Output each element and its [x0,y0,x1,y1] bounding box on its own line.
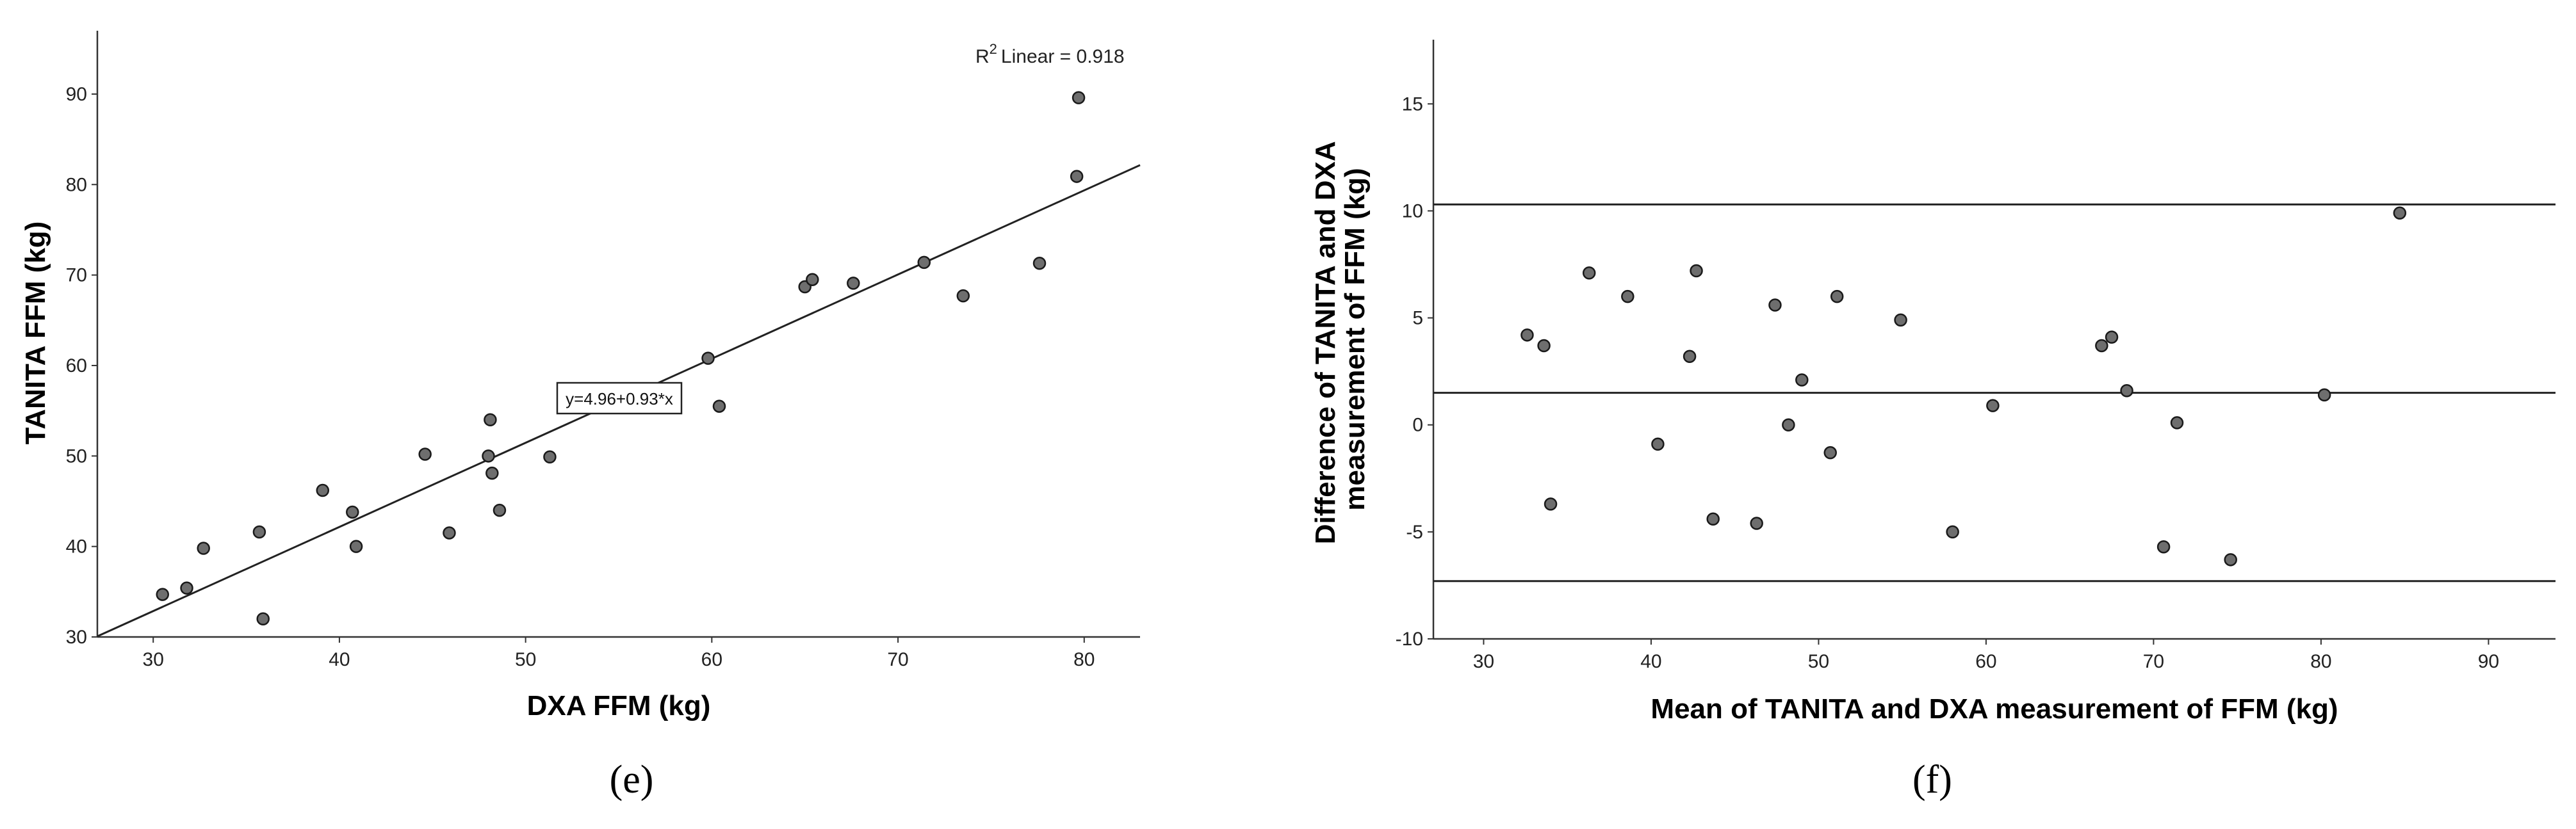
data-point [1544,497,1558,511]
y-tick-label: 30 [66,627,87,648]
data-point [485,466,499,480]
data-point [806,273,819,286]
data-point [1706,512,1720,526]
x-tick-label: 50 [515,649,536,670]
data-point [1072,91,1086,104]
y-axis-title: TANITA FFM (kg) [20,221,51,445]
data-point [493,503,507,517]
x-tick-label: 60 [701,649,722,670]
data-point [1750,517,1763,530]
data-point [252,525,266,539]
data-point [956,289,970,303]
x-tick-label: 40 [1640,651,1661,672]
x-tick-label: 30 [1473,651,1494,672]
y-tick-label: 15 [1402,93,1423,115]
panel-label-e: (e) [610,758,654,801]
y-tick-label: 90 [66,84,87,105]
data-point [346,505,359,519]
y-axis-title-line-2: measurement of FFM (kg) [1339,168,1371,510]
x-tick-label: 30 [143,649,164,670]
data-point [847,277,860,290]
data-point [2105,330,2119,344]
y-axis-title-line-1: Difference of TANITA and DXA [1310,141,1341,544]
y-axis-title: Difference of TANITA and DXA measurement… [1310,134,1371,544]
x-tick-label: 90 [2478,651,2499,672]
x-tick-label: 80 [2310,651,2331,672]
data-point [1986,399,2000,412]
y-tick-label: 70 [66,265,87,286]
data-point [316,483,330,497]
fit-equation: y=4.96+0.93*x [566,389,673,408]
tick-group: 30 40 50 60 70 80 30 40 50 60 70 80 90 [66,84,1095,670]
data-point [482,449,495,463]
data-point [2317,388,2331,402]
data-point [543,450,557,463]
data-point-group [1520,206,2407,567]
x-tick-label: 40 [329,649,350,670]
equation-box [556,382,683,415]
x-tick-label: 60 [1975,651,1996,672]
data-point [156,588,169,601]
data-point [701,351,715,365]
data-point [256,612,270,625]
data-point [1823,446,1837,460]
data-point-group [156,91,1086,625]
data-point [1768,298,1782,312]
y-tick-label: -10 [1396,629,1423,650]
y-tick-label: 10 [1402,200,1423,221]
y-tick-label: 80 [66,174,87,195]
data-point [917,255,931,270]
scatter-panel-e: 30 40 50 60 70 80 30 40 50 60 70 80 90 R2 Linear = 0.… [20,31,1141,801]
data-point [2095,339,2108,353]
data-point [2120,383,2133,398]
data-point [1690,264,1703,278]
data-point [418,447,432,461]
data-point [1894,313,1907,327]
x-axis-title: Mean of TANITA and DXA measurement of FF… [1651,693,2338,725]
panel-label-f: (f) [1912,758,1952,801]
data-point [1683,350,1697,363]
x-tick-label: 70 [2143,651,2164,672]
x-axis-title: DXA FFM (kg) [527,690,711,721]
reference-line-group [1433,203,2556,583]
data-point [1537,339,1551,353]
y-tick-label: 5 [1412,308,1423,329]
data-point [2170,416,2184,430]
data-point [712,399,726,413]
r2-label: R2 Linear = 0.918 [975,41,1125,67]
y-tick-label: -5 [1406,522,1423,543]
data-point [1520,328,1534,342]
data-point [1651,437,1665,451]
y-tick-label: 60 [66,355,87,376]
data-point [1946,525,1959,539]
data-point [1795,373,1809,387]
data-point [1621,289,1634,303]
data-point [484,413,497,427]
data-point [1782,418,1795,431]
tick-group: 30 40 50 60 70 80 90 -10 -5 0 5 10 15 [1396,93,2499,672]
bland-altman-panel-f: 30 40 50 60 70 80 90 -10 -5 0 5 10 15 Mean of TANITA… [1310,40,2556,801]
x-tick-label: 50 [1808,651,1829,672]
data-point [443,526,456,540]
data-point [1830,289,1844,303]
x-tick-label: 70 [887,649,908,670]
x-tick-label: 80 [1073,649,1095,670]
data-point [1070,170,1084,183]
y-tick-label: 50 [66,446,87,467]
data-point [2156,540,2171,554]
data-point [197,542,210,555]
data-point [349,540,363,553]
y-tick-label: 0 [1412,415,1423,436]
y-tick-label: 40 [66,536,87,558]
data-point [1032,257,1047,270]
data-point [2224,553,2237,567]
data-point [180,581,193,595]
data-point [2393,206,2407,220]
data-point [1582,266,1596,280]
